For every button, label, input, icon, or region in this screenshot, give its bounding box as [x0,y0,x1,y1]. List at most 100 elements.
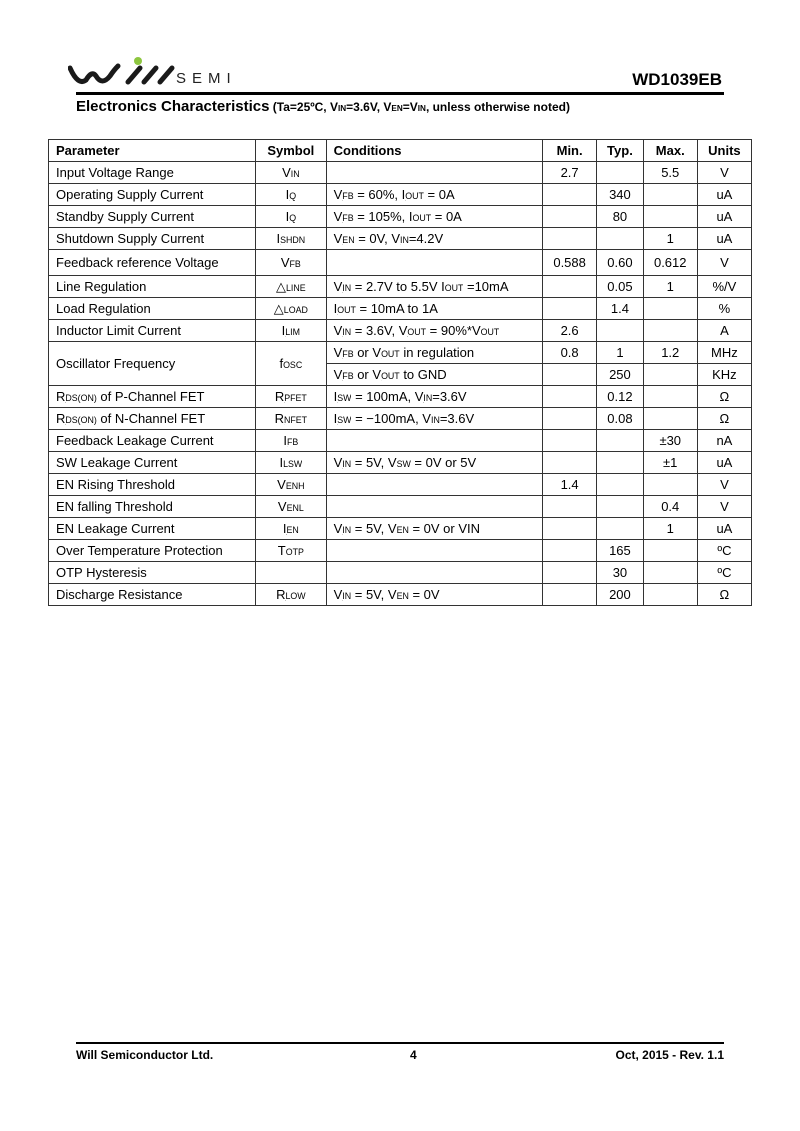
conditions-cell: V_FB or V_OUT to GND [325,363,544,386]
subscript: _DS(ON) [65,416,97,426]
subscript: _OUT [444,284,464,294]
symbol-cell: R_LOW [255,583,327,606]
min-cell [542,407,598,430]
subscript: _FB [289,260,301,270]
units-cell: MHz [696,341,753,364]
text-segment: R [274,389,285,404]
parameter-cell: EN falling Threshold [47,495,257,518]
typ-cell: 0.60 [596,249,644,276]
units-cell: V [696,161,753,184]
subscript: _NFET [283,416,308,426]
max-cell [642,363,698,386]
min-cell: 2.7 [542,161,598,184]
text-segment: =V [402,100,418,114]
parameter-cell: OTP Hysteresis [47,561,257,584]
parameter-cell: Feedback Leakage Current [47,429,257,452]
parameter-cell: Line Regulation [47,275,257,298]
header-conditions: Conditions [325,139,544,162]
typ-cell: 0.05 [596,275,644,298]
typ-cell: 250 [596,363,644,386]
units-cell: Ω [696,407,753,430]
page-number: 4 [410,1048,417,1062]
text-segment: V [333,455,343,470]
symbol-cell: I_LSW [255,451,327,474]
text-segment: △ [276,278,286,294]
section-title-text: Electronics Characteristics [76,98,270,115]
conditions-cell: V_IN = 3.6V, V_OUT = 90%*V_OUT [325,319,544,342]
text-segment: =3.6V [439,411,475,426]
text-segment: = 5V, V [351,587,397,602]
footer-company: Will Semiconductor Ltd. [76,1048,214,1062]
subscript: _LINE [286,283,306,293]
subscript: _FB [342,372,354,382]
header-typ: Typ. [596,139,644,162]
max-cell: 0.612 [642,249,698,276]
units-cell: uA [696,517,753,540]
max-cell: 1 [642,517,698,540]
min-cell [542,363,598,386]
subscript: _IN [417,104,426,113]
text-segment: Input Voltage Range [56,165,174,180]
conditions-cell: V_FB = 60%, I_OUT = 0A [325,183,544,206]
units-cell: V [696,473,753,496]
units-cell: Ω [696,583,753,606]
subscript: _EN [396,592,409,602]
min-cell [542,539,598,562]
text-segment: Feedback Leakage Current [56,433,214,448]
text-segment: = 0A [423,187,455,202]
text-segment: OTP Hysteresis [56,565,147,580]
subscript: _LSW [283,460,303,470]
min-cell [542,205,598,228]
typ-cell [596,517,644,540]
units-cell: V [696,495,753,518]
max-cell: 0.4 [642,495,698,518]
conditions-cell: I_SW = 100mA, V_IN=3.6V [325,385,544,408]
symbol-cell: I_Q [255,205,327,228]
text-segment: = 0A [431,209,462,224]
conditions-cell [325,249,544,276]
subscript: _EN [396,526,409,536]
conditions-cell: V_FB = 105%, I_OUT = 0A [325,205,544,228]
max-cell [642,385,698,408]
text-segment: Load Regulation [56,301,151,316]
parameter-cell: Operating Supply Current [47,183,257,206]
text-segment: I [281,323,286,338]
subscript: _Q [289,192,297,202]
typ-cell [596,161,644,184]
parameter-cell: R_DS(ON) of N-Channel FET [47,407,257,430]
symbol-cell: I_EN [255,517,327,540]
units-cell: ºC [696,539,753,562]
parameter-cell: Input Voltage Range [47,161,257,184]
header-parameter: Parameter [47,139,257,162]
subscript: _IN [430,416,440,426]
symbol-cell: I_LIM [255,319,327,342]
text-segment: SW Leakage Current [56,455,178,470]
subscript: _OUT [381,372,400,382]
symbol-cell: △_LOAD [255,297,327,320]
symbol-cell: I_Q [255,183,327,206]
typ-cell [596,473,644,496]
subscript: _SW [396,460,411,470]
symbol-cell: T_OTP [255,539,327,562]
units-cell: uA [696,227,753,250]
conditions-cell: V_EN = 0V, V_IN=4.2V [325,227,544,250]
subscript: _PFET [284,394,307,404]
text-segment: of N-Channel FET [96,411,206,426]
typ-cell [596,451,644,474]
text-segment: or V [353,367,382,382]
max-cell: 1 [642,227,698,250]
symbol-cell: I_SHDN [255,227,327,250]
max-cell [642,473,698,496]
subscript: _OUT [480,328,500,338]
text-segment: I [283,433,287,448]
typ-cell [596,227,644,250]
text-segment: V [333,367,343,382]
parameter-cell: Shutdown Supply Current [47,227,257,250]
typ-cell: 0.12 [596,385,644,408]
header-max: Max. [642,139,698,162]
text-segment: = 5V, V [351,455,397,470]
text-segment: = 0V [408,587,440,602]
